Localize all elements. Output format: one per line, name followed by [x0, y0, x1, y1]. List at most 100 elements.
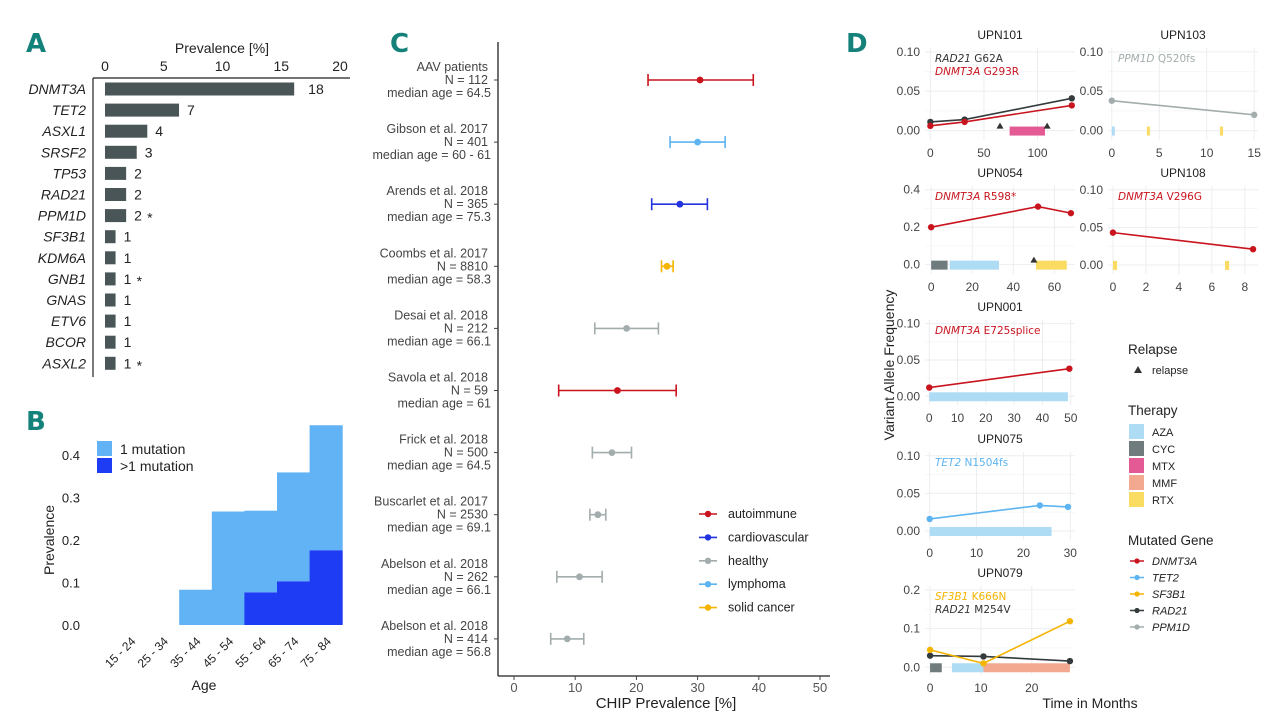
study-n-label: N = 401	[444, 135, 488, 149]
study-name-label: Abelson et al. 2018	[381, 619, 488, 633]
y-tick-label: 0.00	[897, 389, 921, 403]
x-tick-label: 65 - 74	[265, 634, 302, 671]
bar-one-mutation	[309, 425, 343, 551]
y-tick-label: 0.4	[903, 183, 920, 197]
vaf-line-dnmt3a	[930, 104, 1072, 127]
y-tick-label: 0.05	[897, 486, 921, 500]
y-tick-label: 0.10	[897, 317, 921, 331]
gene-label: ASXL2	[41, 355, 86, 371]
vaf-point	[980, 653, 987, 660]
vaf-point	[926, 515, 933, 523]
mutation-label: RAD21 G62A	[935, 53, 1004, 65]
study-n-label: N = 414	[444, 632, 488, 646]
y-tick-label: 0.00	[1080, 124, 1104, 138]
panel-letter-a: A	[26, 29, 46, 59]
legend-label: autoimmune	[728, 507, 797, 521]
legend-title-therapy: Therapy	[1128, 403, 1178, 418]
y-tick-label: 0.4	[62, 448, 80, 463]
bar	[105, 293, 116, 307]
study-age-label: median age = 58.3	[387, 272, 491, 286]
x-tick-label: 15	[273, 58, 289, 74]
legend-point	[1134, 558, 1140, 564]
bar-count-label: 4	[155, 123, 163, 139]
facet-title: UPN101	[977, 28, 1023, 42]
mutation-change: E725splice	[984, 325, 1041, 337]
bar	[105, 145, 137, 159]
x-tick-label: 2	[1143, 280, 1150, 294]
vaf-point	[1068, 102, 1075, 109]
bar-one-mutation	[244, 510, 278, 593]
vaf-point	[927, 122, 934, 130]
mutation-gene: RAD21	[935, 604, 974, 616]
x-tick-label: 20	[332, 58, 348, 74]
vaf-point	[1034, 203, 1042, 210]
estimate-point	[563, 635, 571, 643]
therapy-bar-cyc	[931, 260, 948, 270]
vaf-point	[980, 660, 987, 667]
y-axis-title: Variant Allele Frequency	[881, 290, 897, 441]
mutation-label: RAD21 M254V	[935, 604, 1011, 616]
significance-asterisk: *	[147, 210, 153, 226]
legend-swatch-multi-mutation	[97, 458, 112, 473]
vaf-point	[1066, 618, 1074, 625]
panel-letter-c: C	[390, 29, 409, 59]
mutation-label: TET2 N1504fs	[935, 457, 1008, 469]
x-tick-label: 10	[951, 411, 965, 425]
bar	[105, 356, 116, 370]
y-tick-label: 0.05	[897, 353, 921, 367]
mutation-label: SF3B1 K666N	[935, 591, 1006, 603]
x-tick-label: 30	[1007, 411, 1021, 425]
study-name-label: Desai et al. 2018	[394, 308, 488, 322]
gene-label: RAD21	[41, 187, 86, 203]
y-tick-label: 0.05	[897, 84, 921, 98]
bar-count-label: 7	[187, 102, 195, 118]
legend-relapse-marker	[1134, 366, 1142, 373]
relapse-marker	[996, 122, 1004, 129]
gene-label: ETV6	[51, 313, 86, 329]
vaf-point	[1066, 365, 1073, 372]
y-tick-label: 0.05	[1080, 84, 1104, 98]
facet-upn108: 0.00 0.05 0.10 0 2 4 6 8 UPN108 DNMT3A V296G	[1080, 166, 1258, 294]
x-tick-label: 25 - 34	[135, 634, 172, 671]
study-name-label: AAV patients	[417, 60, 488, 74]
significance-asterisk: *	[137, 273, 143, 289]
bar-count-label: 1	[124, 292, 132, 308]
gene-label: BCOR	[46, 334, 86, 350]
mutation-change: R598*	[984, 191, 1017, 203]
x-tick-label: 0	[510, 680, 517, 695]
bar-count-label: 3	[145, 144, 153, 160]
x-axis-title: CHIP Prevalence [%]	[596, 695, 737, 712]
legend-label: solid cancer	[728, 601, 795, 615]
study-age-label: median age = 66.1	[387, 583, 491, 597]
legend-label: relapse	[1152, 365, 1188, 377]
legend-title-genes: Mutated Gene	[1128, 533, 1214, 548]
facet-upn054: 0.0 0.2 0.4 0 20 40 60 UPN054 DNMT3A R598*	[903, 166, 1075, 294]
study-age-label: median age = 64.5	[387, 459, 491, 473]
facet-title: UPN054	[977, 166, 1023, 180]
y-tick-label: 0.00	[1080, 258, 1104, 272]
legend-label: MTX	[1152, 461, 1176, 473]
legend-label: AZA	[1152, 427, 1174, 439]
estimate-point	[594, 511, 602, 519]
study-name-label: Coombs et al. 2017	[380, 246, 488, 260]
legend-point	[1134, 574, 1140, 581]
legend-label: CYC	[1152, 444, 1175, 456]
legend-swatch-aza	[1129, 424, 1144, 439]
x-tick-label: 35 - 44	[167, 634, 204, 671]
legend-swatch-rtx	[1129, 492, 1144, 507]
relapse-marker	[1030, 256, 1038, 263]
x-tick-label: 10	[215, 58, 231, 74]
legend-label: PPM1D	[1152, 622, 1190, 634]
vaf-line-dnmt3a	[1112, 231, 1254, 250]
mutation-label: DNMT3A E725splice	[935, 325, 1041, 337]
legend-point	[704, 604, 712, 611]
bar-one-mutation	[211, 511, 245, 625]
legend-label: RTX	[1152, 495, 1174, 507]
bar-count-label: 1	[124, 355, 132, 371]
legend-swatch-cyc	[1129, 441, 1144, 456]
y-tick-label: 0.2	[903, 220, 920, 234]
bar	[105, 166, 127, 180]
